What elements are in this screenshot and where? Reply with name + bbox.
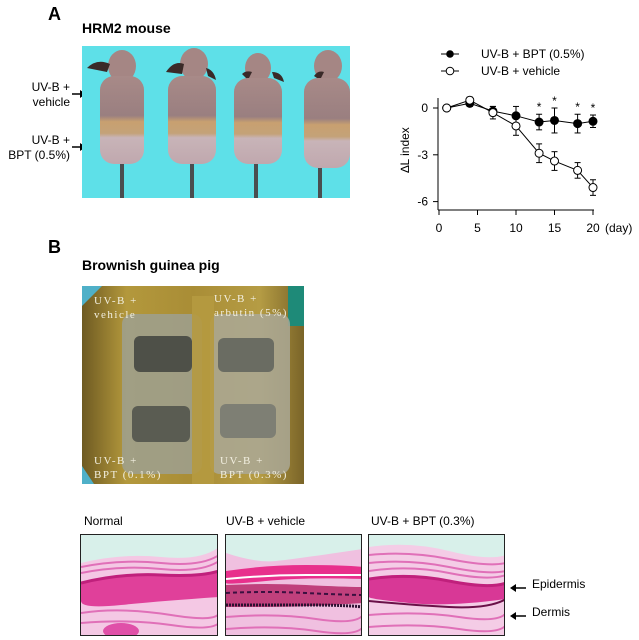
y-axis-label: ∆L index xyxy=(398,127,412,173)
mouse-1 xyxy=(87,50,144,198)
data-point xyxy=(534,148,544,158)
panel-b-letter: B xyxy=(48,237,61,257)
arrow-left-icon xyxy=(510,608,526,626)
significance-asterisk: * xyxy=(575,100,580,114)
x-tick-label: 10 xyxy=(509,221,523,235)
legend-label-vehicle: UV-B + vehicle xyxy=(481,64,560,78)
x-tick-label: 15 xyxy=(548,221,562,235)
data-point xyxy=(550,156,559,166)
data-point xyxy=(573,165,583,175)
data-point xyxy=(588,183,598,193)
x-axis-unit: (day) xyxy=(605,221,632,235)
y-tick-label: 0 xyxy=(421,101,428,115)
y-tick-label: -3 xyxy=(417,148,428,162)
panel-b-title: Brownish guinea pig xyxy=(82,257,220,273)
histo-title-normal: Normal xyxy=(84,514,123,528)
histo-title-uvb-bpt: UV-B + BPT (0.3%) xyxy=(371,514,475,528)
histology-uvb-bpt xyxy=(368,534,505,636)
histo-title-uvb-vehicle: UV-B + vehicle xyxy=(226,514,306,528)
x-tick-label: 20 xyxy=(586,221,600,235)
data-point xyxy=(488,108,498,118)
y-ticks: 0 -3 -6 xyxy=(417,101,438,209)
x-ticks: 0 5 10 15 20 xyxy=(436,210,600,235)
label-uvb-vehicle: UV-B + vehicle xyxy=(31,80,70,109)
chart-series: * * * * xyxy=(442,94,598,196)
panel-a-title: HRM2 mouse xyxy=(82,20,171,36)
histology-uvb-vehicle xyxy=(225,534,362,636)
chart-legend: UV-B + BPT (0.5%) UV-B + vehicle xyxy=(441,47,584,78)
label-uvb-bpt-03-patch: UV-B + BPT (0.3%) xyxy=(220,455,288,481)
significance-asterisk: * xyxy=(552,94,557,108)
histology-normal xyxy=(80,534,218,636)
label-uvb-bpt-01-patch: UV-B + BPT (0.1%) xyxy=(94,455,162,481)
data-point xyxy=(534,117,544,127)
significance-asterisk: * xyxy=(591,101,596,115)
label-uvb-arbutin-patch: UV-B + arbutin (5%) xyxy=(214,293,288,319)
x-tick-label: 0 xyxy=(436,221,443,235)
label-dermis: Dermis xyxy=(532,605,570,619)
legend-label-bpt: UV-B + BPT (0.5%) xyxy=(481,47,584,61)
y-tick-label: -6 xyxy=(417,195,428,209)
x-tick-label: 5 xyxy=(474,221,481,235)
mouse-photo xyxy=(82,46,350,198)
mouse-4 xyxy=(304,50,350,198)
significance-asterisk: * xyxy=(537,100,542,114)
label-epidermis: Epidermis xyxy=(532,577,586,591)
delta-l-index-chart: UV-B + BPT (0.5%) UV-B + vehicle 0 -3 -6 0… xyxy=(380,40,639,270)
legend-filled-circle-icon xyxy=(446,50,454,58)
label-uvb-vehicle-patch: UV-B + vehicle xyxy=(94,295,138,321)
data-point xyxy=(550,115,559,125)
series-vehicle xyxy=(442,95,598,196)
mouse-2 xyxy=(166,48,216,198)
panel-a-letter: A xyxy=(48,4,61,24)
guinea-pig-photo: UV-B + vehicle UV-B + arbutin (5%) UV-B … xyxy=(82,286,304,484)
data-point xyxy=(442,103,452,113)
data-point xyxy=(573,119,583,129)
arrow-left-icon xyxy=(510,580,526,598)
data-point xyxy=(588,116,598,126)
legend-open-circle-icon xyxy=(445,66,455,76)
mouse-3 xyxy=(234,53,284,198)
label-uvb-bpt-05: UV-B + BPT (0.5%) xyxy=(8,133,70,162)
data-point xyxy=(465,95,475,105)
data-point xyxy=(511,121,521,131)
